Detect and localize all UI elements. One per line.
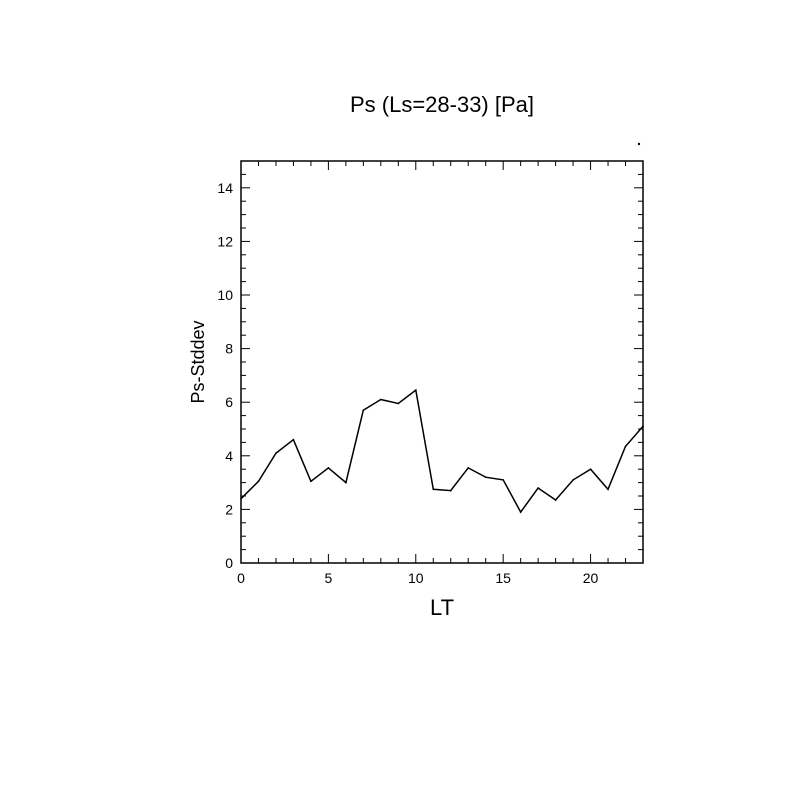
x-tick-label: 20 [583, 570, 599, 586]
data-point [432, 488, 435, 491]
data-point [257, 480, 260, 483]
data-point [607, 488, 609, 491]
tick-labels: 0 5 10 15 20 0 2 4 6 8 10 12 14 [217, 180, 598, 586]
data-point [345, 481, 347, 484]
data-point [519, 511, 522, 513]
x-tick-label: 0 [237, 570, 245, 586]
y-tick-label: 4 [225, 448, 233, 464]
data-point [275, 452, 277, 454]
data-point [589, 468, 592, 471]
chart-title: Ps (Ls=28-33) [Pa] [350, 92, 534, 117]
data-point [292, 438, 295, 441]
axis-ticks [240, 160, 644, 564]
corner-dot [637, 142, 641, 146]
data-point [310, 480, 312, 483]
data-point [572, 479, 574, 481]
data-point [624, 445, 627, 448]
y-tick-label: 10 [217, 287, 233, 303]
y-tick-label: 0 [225, 555, 233, 571]
data-point [397, 402, 400, 405]
y-tick-label: 2 [225, 501, 233, 517]
data-point [467, 467, 470, 469]
data-point [484, 476, 487, 479]
plot-frame [240, 160, 644, 564]
y-axis-label: Ps-Stddev [188, 320, 208, 403]
y-tick-label: 8 [225, 341, 233, 357]
x-tick-label: 15 [495, 570, 511, 586]
x-tick-label: 5 [324, 570, 332, 586]
y-axis-label-group: Ps-Stddev [188, 320, 208, 403]
y-tick-label: 14 [217, 180, 233, 196]
data-point [362, 409, 365, 412]
data-point [327, 467, 330, 469]
data-point [537, 487, 539, 489]
data-point [554, 499, 557, 501]
data-points [240, 389, 644, 513]
y-tick-label: 6 [225, 394, 233, 410]
x-axis-label: LT [430, 595, 454, 620]
data-point [414, 389, 417, 391]
x-tick-label: 10 [408, 570, 424, 586]
data-point [502, 479, 504, 481]
data-point [449, 489, 452, 492]
data-point [380, 398, 382, 401]
y-tick-label: 12 [217, 233, 233, 249]
data-series-line [240, 388, 644, 514]
